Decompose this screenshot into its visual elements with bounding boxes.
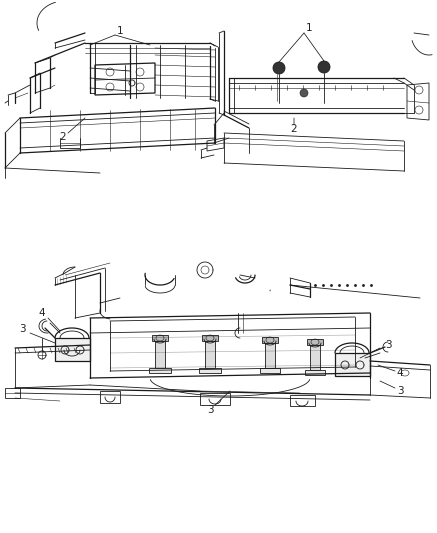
Text: 3: 3 bbox=[207, 405, 213, 415]
Text: 2: 2 bbox=[291, 124, 297, 134]
Text: 1: 1 bbox=[306, 23, 312, 33]
Text: 2: 2 bbox=[60, 132, 66, 142]
Polygon shape bbox=[155, 341, 165, 368]
Polygon shape bbox=[152, 335, 168, 341]
Polygon shape bbox=[305, 370, 325, 375]
Polygon shape bbox=[307, 339, 323, 345]
Polygon shape bbox=[199, 368, 221, 373]
Polygon shape bbox=[260, 368, 280, 373]
Circle shape bbox=[300, 89, 308, 97]
Text: 1: 1 bbox=[117, 26, 123, 36]
Polygon shape bbox=[310, 345, 320, 370]
Circle shape bbox=[318, 61, 330, 73]
Text: 3: 3 bbox=[397, 386, 403, 396]
Polygon shape bbox=[55, 338, 90, 361]
Text: 4: 4 bbox=[39, 308, 45, 318]
Text: 4: 4 bbox=[397, 368, 403, 378]
Polygon shape bbox=[205, 341, 215, 368]
Text: 3: 3 bbox=[385, 340, 391, 350]
Text: 3: 3 bbox=[19, 324, 25, 334]
Polygon shape bbox=[202, 335, 218, 341]
Polygon shape bbox=[149, 368, 171, 373]
Polygon shape bbox=[265, 343, 275, 368]
Polygon shape bbox=[335, 353, 370, 376]
Polygon shape bbox=[262, 337, 278, 343]
Circle shape bbox=[273, 62, 285, 74]
